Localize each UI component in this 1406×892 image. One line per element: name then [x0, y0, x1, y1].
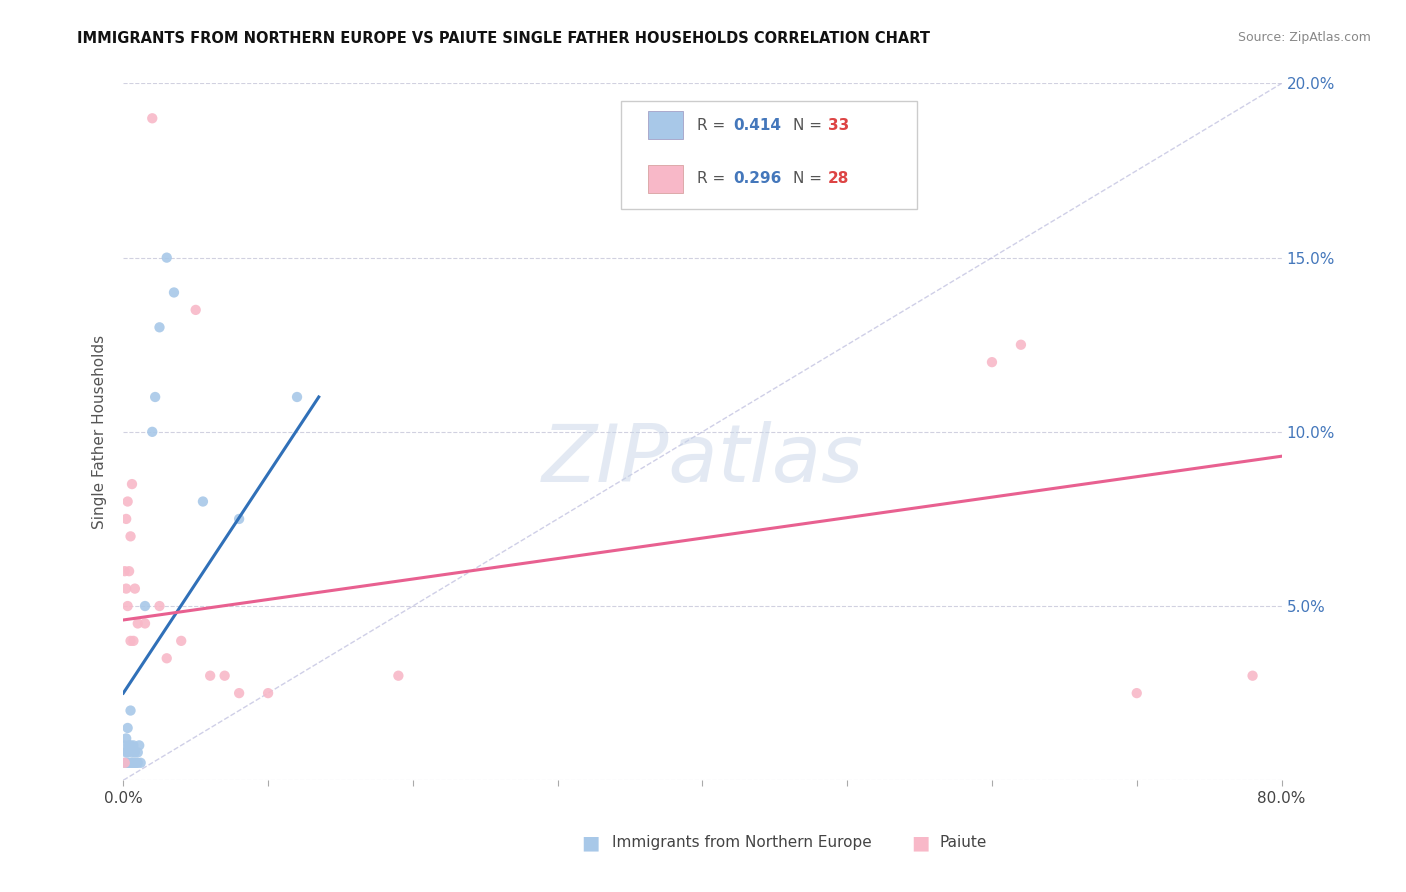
Point [143, 390, 166, 404]
Point [114, 739, 136, 753]
Point [1125, 686, 1147, 700]
Point [127, 616, 149, 631]
Text: 28: 28 [828, 171, 849, 186]
Text: 0.296: 0.296 [734, 171, 782, 186]
Point [120, 633, 142, 648]
Point [121, 477, 143, 491]
Point [115, 512, 138, 526]
Text: ZIPatlas: ZIPatlas [541, 421, 863, 499]
Point [129, 756, 152, 770]
Point [114, 564, 136, 578]
Point [120, 529, 142, 543]
Point [115, 582, 138, 596]
Point [134, 616, 156, 631]
Point [285, 390, 308, 404]
Text: 0.414: 0.414 [734, 118, 782, 133]
Text: R =: R = [696, 171, 730, 186]
Point [141, 425, 163, 439]
Point [141, 112, 163, 126]
Point [122, 756, 145, 770]
Point [127, 745, 149, 759]
Point [118, 756, 141, 770]
Point [228, 686, 250, 700]
Text: 33: 33 [828, 118, 849, 133]
Point [125, 756, 148, 770]
Point [117, 599, 139, 613]
Point [184, 302, 207, 317]
Text: ■: ■ [581, 833, 600, 853]
Text: Immigrants from Northern Europe: Immigrants from Northern Europe [612, 836, 872, 850]
Point [170, 633, 193, 648]
Point [118, 564, 141, 578]
Text: R =: R = [696, 118, 730, 133]
Point [191, 494, 214, 508]
Point [148, 599, 170, 613]
Point [387, 669, 409, 683]
Point [156, 251, 179, 265]
Point [127, 756, 149, 770]
Point [117, 721, 139, 735]
FancyBboxPatch shape [648, 165, 683, 193]
Point [120, 704, 142, 718]
Point [118, 739, 141, 753]
Point [115, 756, 138, 770]
Point [214, 669, 236, 683]
Point [122, 633, 145, 648]
Point [128, 739, 150, 753]
Point [122, 739, 145, 753]
Point [148, 320, 170, 334]
Point [198, 669, 221, 683]
Text: N =: N = [793, 171, 827, 186]
Point [115, 745, 138, 759]
Point [124, 756, 146, 770]
Point [120, 756, 142, 770]
Point [117, 745, 139, 759]
Point [981, 355, 1004, 369]
Point [156, 651, 179, 665]
Point [115, 731, 138, 746]
Y-axis label: Single Father Households: Single Father Households [93, 334, 107, 529]
FancyBboxPatch shape [621, 101, 917, 209]
Text: Paiute: Paiute [939, 836, 987, 850]
Point [114, 756, 136, 770]
Point [114, 756, 136, 770]
Point [121, 756, 143, 770]
Text: IMMIGRANTS FROM NORTHERN EUROPE VS PAIUTE SINGLE FATHER HOUSEHOLDS CORRELATION C: IMMIGRANTS FROM NORTHERN EUROPE VS PAIUT… [77, 31, 931, 46]
Point [117, 756, 139, 770]
Text: ■: ■ [911, 833, 931, 853]
Point [117, 494, 139, 508]
FancyBboxPatch shape [648, 112, 683, 139]
Point [1010, 337, 1032, 351]
Point [257, 686, 280, 700]
Point [228, 512, 250, 526]
Text: N =: N = [793, 118, 827, 133]
Point [134, 599, 156, 613]
Text: Source: ZipAtlas.com: Source: ZipAtlas.com [1237, 31, 1371, 45]
Point [1241, 669, 1264, 683]
Point [124, 745, 146, 759]
Point [120, 739, 142, 753]
Point [121, 745, 143, 759]
Point [124, 582, 146, 596]
Point [163, 285, 186, 300]
